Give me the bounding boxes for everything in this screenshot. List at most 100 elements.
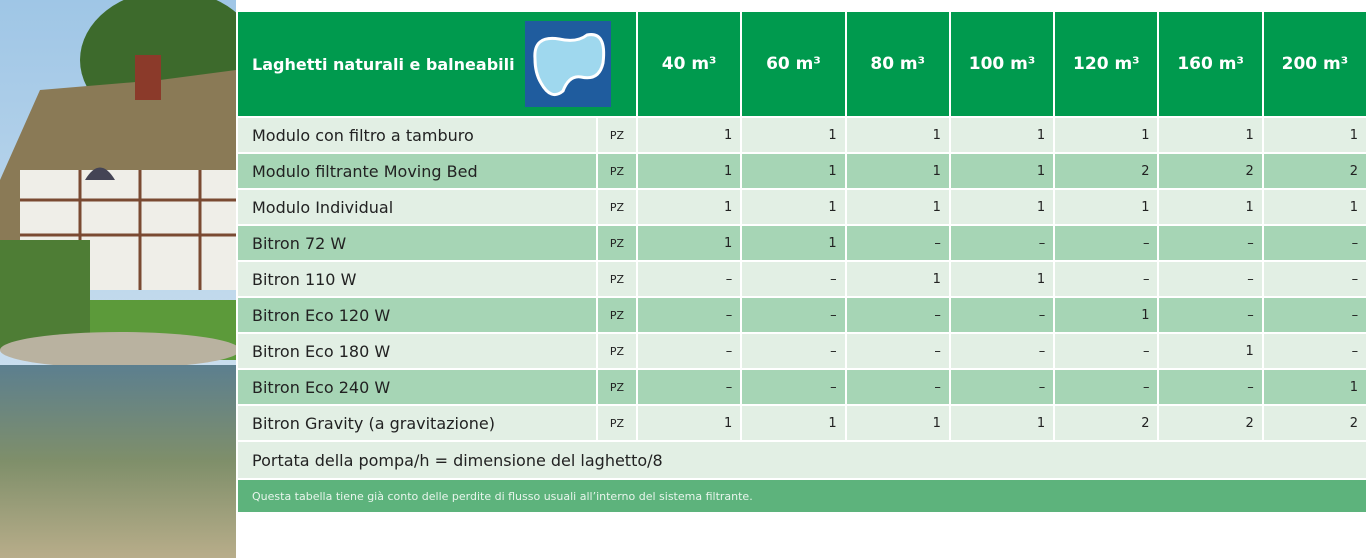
- quantity: 1: [740, 116, 847, 154]
- product-name: Modulo Individual: [236, 188, 598, 226]
- quantity: 1: [844, 404, 951, 442]
- quantity: –: [740, 332, 847, 370]
- quantity: –: [1261, 296, 1366, 334]
- table-row: Modulo Individual PZ 1 1 1 1 1 1 1: [236, 188, 1366, 226]
- quantity: –: [635, 368, 743, 406]
- quantity: 1: [844, 260, 951, 298]
- unit: PZ: [596, 260, 638, 298]
- quantity: 1: [948, 404, 1056, 442]
- column-header: 40 m³: [635, 10, 743, 118]
- unit: PZ: [596, 296, 638, 334]
- product-name: Bitron Eco 180 W: [236, 332, 598, 370]
- quantity: 2: [1053, 152, 1160, 190]
- quantity: –: [740, 296, 847, 334]
- quantity: –: [844, 368, 951, 406]
- quantity: –: [1157, 296, 1264, 334]
- quantity: –: [844, 296, 951, 334]
- quantity: 1: [740, 404, 847, 442]
- quantity: –: [844, 332, 951, 370]
- table-row: Bitron Eco 180 W PZ – – – – –1–: [236, 332, 1366, 370]
- note-row: Questa tabella tiene già conto delle per…: [235, 478, 1366, 514]
- quantity: 1: [1261, 188, 1366, 226]
- quantity: 2: [1261, 152, 1366, 190]
- quantity: 2: [1157, 404, 1264, 442]
- table-row: Bitron 72 W PZ 1 1– – – – –: [236, 224, 1366, 262]
- quantity: 1: [948, 188, 1056, 226]
- pond-logo: [524, 21, 611, 107]
- quantity: –: [948, 368, 1056, 406]
- quantity: 1: [948, 152, 1056, 190]
- quantity: –: [1261, 332, 1366, 370]
- column-header: 100 m³: [948, 10, 1056, 118]
- unit: PZ: [596, 116, 638, 154]
- quantity: –: [635, 260, 743, 298]
- formula: Portata della pompa/h = dimensione del l…: [235, 440, 1366, 480]
- column-header: 80 m³: [844, 10, 951, 118]
- quantity: –: [1157, 260, 1264, 298]
- table-row: Bitron Gravity (a gravitazione) PZ 1 1 1 1 2 2 2: [236, 404, 1366, 442]
- header-title: Laghetti naturali e balneabili: [252, 54, 515, 74]
- quantity: –: [844, 224, 951, 262]
- quantity: –: [1053, 332, 1160, 370]
- product-name: Bitron Eco 240 W: [236, 368, 598, 406]
- quantity: –: [948, 332, 1056, 370]
- header-title-cell: Laghetti naturali e balneabili: [236, 10, 638, 118]
- quantity: 1: [635, 404, 743, 442]
- quantity: 1: [740, 224, 847, 262]
- product-table: Laghetti naturali e balneabili 40 m³ 60 m…: [235, 10, 1366, 514]
- pond-photo: [0, 0, 236, 558]
- quantity: 2: [1053, 404, 1160, 442]
- formula-row: Portata della pompa/h = dimensione del l…: [235, 440, 1366, 480]
- quantity: –: [1261, 224, 1366, 262]
- header-row: Laghetti naturali e balneabili 40 m³ 60 m…: [236, 10, 1366, 118]
- unit: PZ: [596, 188, 638, 226]
- unit: PZ: [596, 224, 638, 262]
- product-name: Modulo filtrante Moving Bed: [236, 152, 598, 190]
- quantity: 2: [1157, 152, 1264, 190]
- column-header: 160 m³: [1157, 10, 1264, 118]
- quantity: –: [740, 260, 847, 298]
- quantity: 1: [948, 260, 1056, 298]
- quantity: –: [1157, 368, 1264, 406]
- product-name: Bitron Eco 120 W: [236, 296, 598, 334]
- product-name: Bitron 110 W: [236, 260, 598, 298]
- quantity: 1: [740, 188, 847, 226]
- quantity: –: [1053, 224, 1160, 262]
- quantity: –: [1261, 260, 1366, 298]
- column-header: 200 m³: [1261, 10, 1366, 118]
- note: Questa tabella tiene già conto delle per…: [235, 478, 1366, 514]
- table-row: Modulo filtrante Moving Bed PZ 1 1 1 1 2 2 2: [236, 152, 1366, 190]
- quantity: 1: [1157, 116, 1264, 154]
- unit: PZ: [596, 368, 638, 406]
- quantity: 1: [1053, 116, 1160, 154]
- column-header: 60 m³: [740, 10, 847, 118]
- quantity: 1: [635, 188, 743, 226]
- quantity: 1: [635, 224, 743, 262]
- quantity: –: [1053, 260, 1160, 298]
- table-row: Bitron Eco 240 W PZ – – – – – –1: [236, 368, 1366, 406]
- quantity: 2: [1261, 404, 1366, 442]
- quantity: 1: [1053, 188, 1160, 226]
- product-name: Bitron Gravity (a gravitazione): [236, 404, 598, 442]
- quantity: 1: [1053, 296, 1160, 334]
- quantity: –: [740, 368, 847, 406]
- quantity: 1: [844, 188, 951, 226]
- quantity: 1: [948, 116, 1056, 154]
- quantity: –: [635, 332, 743, 370]
- quantity: 1: [1261, 116, 1366, 154]
- unit: PZ: [596, 332, 638, 370]
- quantity: 1: [635, 116, 743, 154]
- quantity: 1: [740, 152, 847, 190]
- table-row: Bitron Eco 120 W PZ – – – –1– –: [236, 296, 1366, 334]
- column-header: 120 m³: [1053, 10, 1160, 118]
- unit: PZ: [596, 404, 638, 442]
- quantity: 1: [1157, 188, 1264, 226]
- quantity: 1: [844, 152, 951, 190]
- quantity: 1: [1261, 368, 1366, 406]
- table-row: Bitron 110 W PZ – –1 1– – –: [236, 260, 1366, 298]
- quantity: 1: [1157, 332, 1264, 370]
- quantity: 1: [844, 116, 951, 154]
- product-name: Modulo con filtro a tamburo: [236, 116, 598, 154]
- quantity: –: [948, 224, 1056, 262]
